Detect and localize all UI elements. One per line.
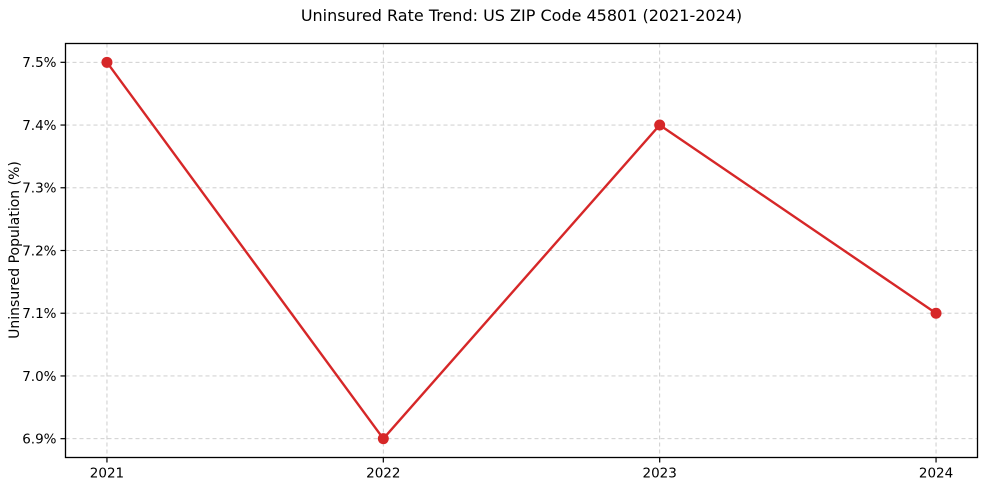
x-tick-label: 2023 xyxy=(643,466,677,482)
data-point xyxy=(930,307,942,319)
data-point xyxy=(654,119,666,131)
y-axis-label: Uninsured Population (%) xyxy=(7,161,23,339)
y-tick-label: 7.2% xyxy=(22,243,56,259)
y-tick-label: 6.9% xyxy=(22,431,56,447)
y-tick-label: 7.5% xyxy=(22,55,56,71)
chart-title: Uninsured Rate Trend: US ZIP Code 45801 … xyxy=(300,6,743,25)
trend-line xyxy=(105,61,937,440)
y-tick-label: 7.4% xyxy=(22,118,56,134)
data-point xyxy=(101,56,113,68)
x-tick-label: 2021 xyxy=(90,466,124,482)
x-tick-label: 2024 xyxy=(919,466,953,482)
y-tick-label: 7.3% xyxy=(22,181,56,197)
x-tick-label: 2022 xyxy=(366,466,400,482)
data-point xyxy=(377,433,389,445)
y-tick-label: 7.0% xyxy=(22,369,56,385)
y-tick-label: 7.1% xyxy=(22,306,56,322)
